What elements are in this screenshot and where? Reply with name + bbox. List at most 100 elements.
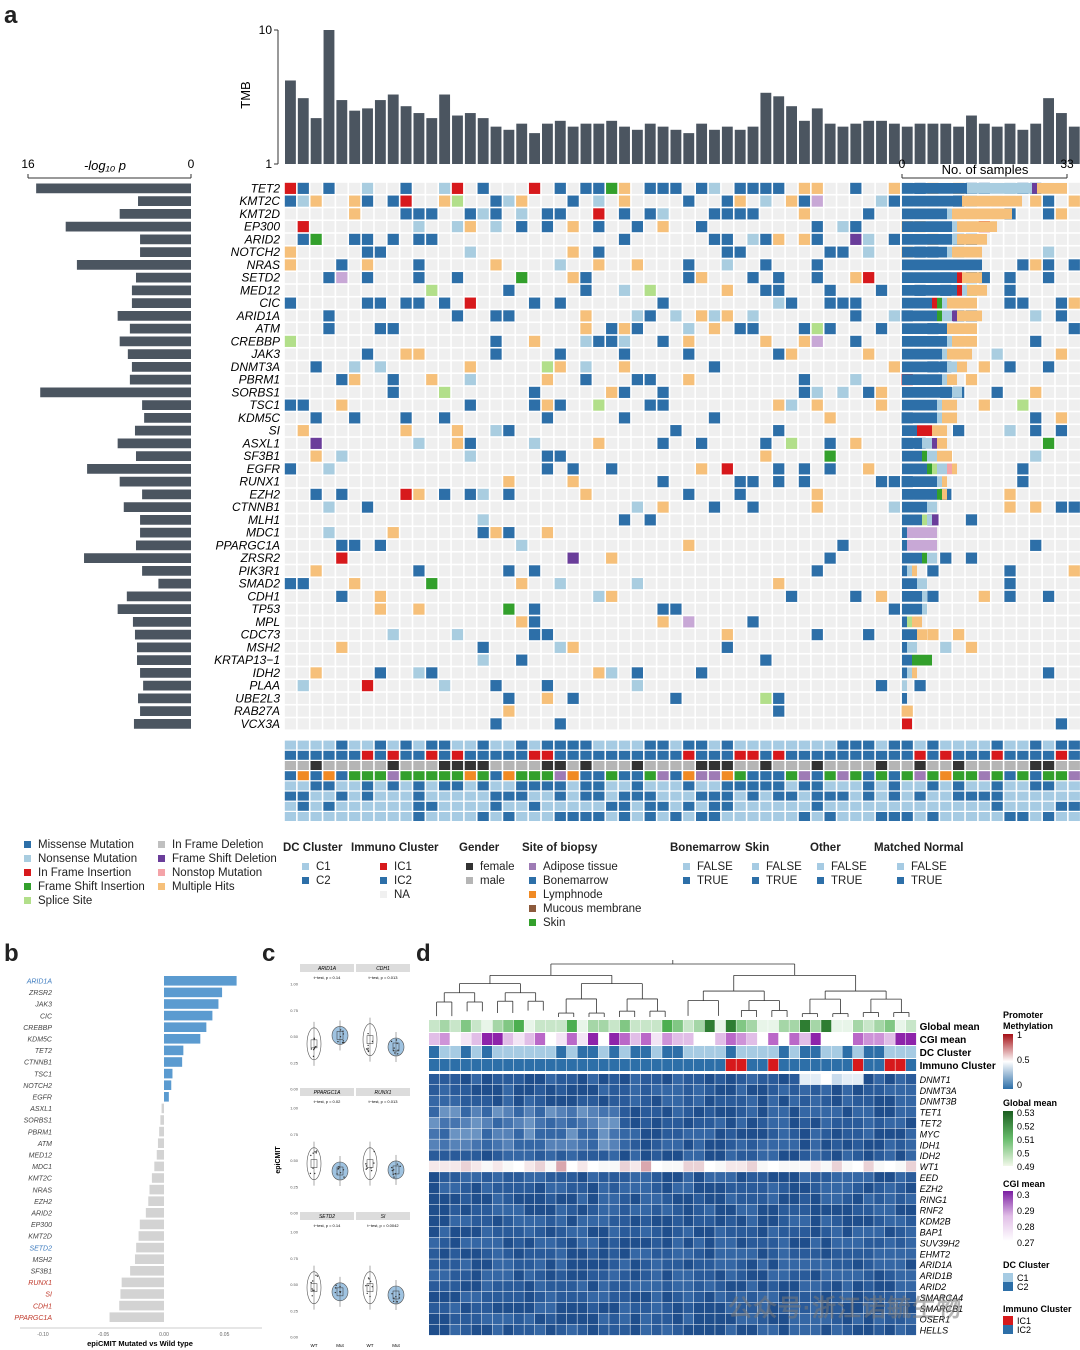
oncoprint-cell [413, 552, 425, 564]
oncoprint-cell [567, 590, 579, 602]
oncoprint-cell [580, 323, 592, 335]
heatmap-cell [715, 1193, 726, 1205]
oncoprint-cell [760, 412, 772, 424]
oncoprint-cell [554, 590, 566, 602]
oncoprint-cell [863, 221, 875, 233]
oncoprint-cell [1017, 476, 1029, 488]
annotation-cell [785, 801, 798, 811]
heatmap-cell [884, 1193, 895, 1205]
annotation-cell [374, 791, 386, 801]
heatmap-cell [810, 1106, 821, 1118]
oncoprint-cell [1017, 284, 1029, 296]
annotation-cell [1017, 771, 1029, 781]
oncoprint-cell [991, 450, 1003, 462]
oncoprint-cell [644, 399, 656, 411]
annotation-cell [631, 761, 643, 770]
annotation-cell [580, 781, 592, 791]
oncoprint-cell [593, 208, 605, 220]
oncoprint-cell [747, 259, 759, 271]
oncoprint-cell [1042, 654, 1055, 666]
oncoprint-cell [798, 297, 811, 309]
oncoprint-cell [1017, 463, 1029, 475]
violin-point [366, 1167, 368, 1170]
oncoprint-cell [541, 297, 554, 309]
oncoprint-cell [631, 195, 643, 207]
oncoprint-cell [618, 233, 631, 245]
violin-point [391, 1166, 393, 1169]
oncoprint-cell [991, 565, 1003, 577]
oncoprint-cell [670, 565, 682, 577]
oncoprint-cell [721, 361, 733, 373]
annotation-cell [875, 781, 888, 791]
samples-bar-segment [902, 412, 937, 424]
oncoprint-cell [528, 208, 541, 220]
annotation-cell [824, 812, 836, 821]
oncoprint-cell [1017, 195, 1029, 207]
tmb-bar [490, 126, 502, 164]
heatmap-cell [450, 1128, 461, 1139]
oncoprint-cell [760, 629, 772, 641]
violin-point [311, 1288, 313, 1290]
oncoprint-cell [284, 654, 297, 666]
oncoprint-cell [593, 348, 605, 360]
heatmap-annotation-cell [482, 1020, 493, 1032]
oncoprint-cell [618, 259, 631, 271]
heatmap-annotation-cell [577, 1059, 588, 1071]
oncoprint-cell [297, 718, 309, 730]
oncoprint-cell [580, 718, 592, 730]
oncoprint-cell [528, 641, 541, 653]
annotation-cell [811, 750, 823, 760]
oncoprint-cell [657, 361, 669, 373]
heatmap-annotation-cell [842, 1020, 853, 1032]
oncoprint-cell [785, 629, 798, 641]
samples-bar-segment [952, 387, 962, 398]
heatmap-cell [895, 1183, 906, 1194]
oncoprint-cell [850, 718, 862, 730]
oncoprint-cell [965, 488, 978, 500]
oncoprint-cell [1017, 654, 1029, 666]
oncoprint-cell [400, 259, 412, 271]
heatmap-cell [556, 1095, 567, 1107]
heatmap-cell [747, 1128, 758, 1139]
heatmap-cell [842, 1106, 853, 1118]
annotation-cell [811, 761, 823, 770]
epicmit-bar-MED12 [156, 1150, 164, 1160]
oncoprint-cell [413, 680, 425, 692]
annotation-cell [554, 740, 566, 750]
annotation-cell [451, 740, 464, 750]
oncoprint-cell [490, 603, 502, 615]
heatmap-cell [460, 1128, 471, 1139]
oncoprint-cell [747, 476, 759, 488]
oncoprint-cell [336, 476, 348, 488]
annotation-cell [837, 740, 849, 750]
oncoprint-cell [747, 514, 759, 526]
heatmap-cell [757, 1183, 768, 1194]
samples-bar-segment [927, 501, 937, 513]
oncoprint-cell [785, 399, 798, 411]
oncoprint-cell [361, 590, 374, 602]
oncoprint-cell [631, 641, 643, 653]
annotation-cell [580, 761, 592, 770]
oncoprint-cell [413, 323, 425, 335]
heatmap-annotation-cell [778, 1059, 789, 1071]
oncoprint-cell [760, 463, 772, 475]
oncoprint-cell [528, 578, 541, 590]
oncoprint-cell [387, 590, 399, 602]
annotation-cell [477, 791, 489, 801]
heatmap-annotation-cell [503, 1059, 514, 1071]
heatmap-cell [757, 1106, 768, 1118]
heatmap-cell [778, 1106, 789, 1118]
legend-item-mutation: Missense Mutation [24, 838, 134, 852]
heatmap-cell [641, 1150, 652, 1161]
annotation-cell [361, 771, 374, 781]
annotation-cell [387, 771, 399, 781]
oncoprint-cell [657, 616, 669, 628]
oncoprint-cell [336, 335, 348, 347]
oncoprint-cell [618, 590, 631, 602]
oncoprint-cell [1055, 323, 1068, 335]
annotation-cell [747, 771, 759, 781]
oncoprint-cell [387, 552, 399, 564]
oncoprint-cell [747, 221, 759, 233]
epicmit-gene-label: JAK3 [34, 1002, 52, 1009]
oncoprint-cell [593, 463, 605, 475]
